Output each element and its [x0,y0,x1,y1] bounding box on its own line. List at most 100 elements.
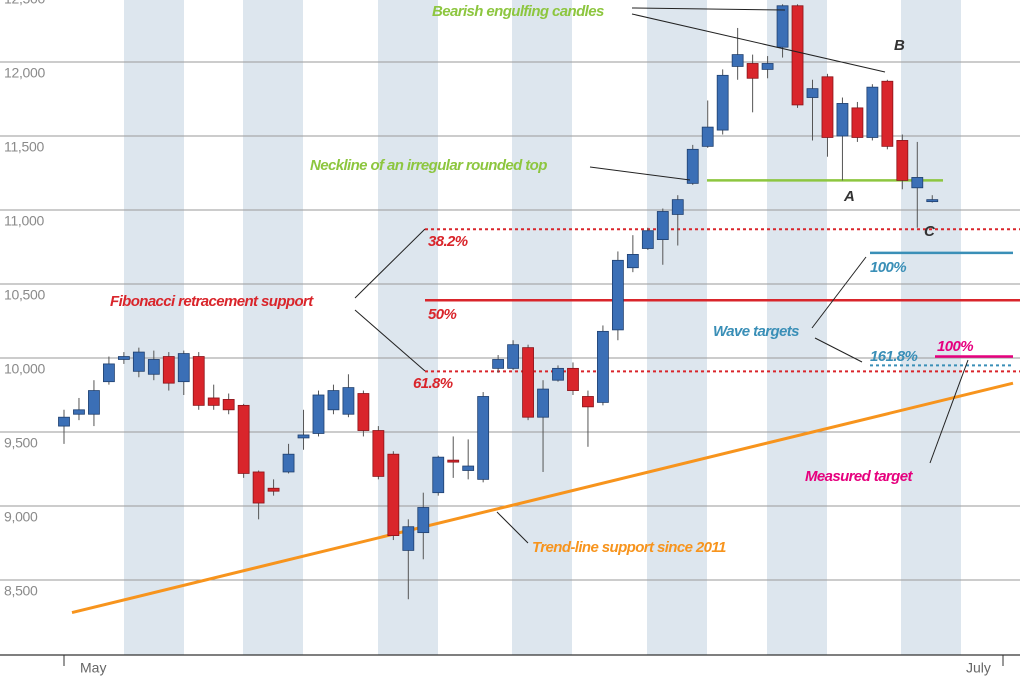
trend-line-label: Trend-line support since 2011 [532,539,726,556]
callout [814,337,863,363]
candle-body [447,459,460,463]
level-label: Neckline of an irregular rounded top [310,157,547,174]
candle-body [252,471,265,504]
candle-body [881,80,894,147]
candle-body [432,456,445,494]
annotation: C [924,223,936,240]
candle-body [492,359,505,369]
candle-body [117,356,130,360]
stripe [767,0,827,655]
y-tick-label: 11,500 [4,139,44,155]
candle-body [896,140,909,181]
candle-body [342,387,355,415]
y-tick-label: 11,000 [4,213,44,229]
y-tick-label: 9,500 [4,435,38,451]
grid [0,61,1020,581]
candle-body [73,409,85,415]
annotation: Fibonacci retracement support [110,293,314,310]
candle-body [297,434,310,439]
callout [631,13,886,73]
level-label: 161.8% [870,348,918,365]
y-tick-label: 9,000 [4,509,38,525]
candle-body [507,344,520,369]
candle-body [327,390,340,411]
level-label: 50% [428,306,456,323]
level-label: 100% [937,338,973,355]
candle-body [537,388,549,418]
candle-body [626,253,639,269]
candle-body [761,63,774,70]
level-label: 38.2% [428,233,468,250]
x-label: May [80,660,106,676]
annotation: Measured target [805,468,913,485]
annotation: Wave targets [713,323,799,340]
x-label: July [966,660,991,676]
stripe [243,0,303,655]
candle-body [282,453,295,473]
candle-body [821,76,834,138]
candle-body [597,330,609,403]
candle-body [731,54,744,67]
week-stripes [124,0,961,655]
candle-body [776,5,789,48]
callout [811,256,867,329]
candle-body [192,356,205,406]
candle-body [806,88,819,98]
candle-body [162,356,175,384]
candle-body [926,199,939,203]
overlay [71,179,1020,615]
annotation: Bearish engulfing candles [432,3,604,20]
y-tick-label: 12,000 [4,65,46,81]
candle-body [402,526,415,551]
candle-body [88,390,100,415]
candle-body [671,199,684,215]
stripe [647,0,707,655]
candle-body [222,399,235,411]
candles [58,4,939,600]
level-label: 100% [870,259,906,276]
candle-body [611,259,624,331]
candle-body [477,396,490,480]
trend-line [71,381,1014,615]
stripe [512,0,572,655]
candle-body [132,351,145,372]
candle-body [522,347,534,418]
candle-body [746,63,759,79]
stripe [124,0,184,655]
labels: 8,500 9,000 9,500 10,000 10,500 11,000 11,500 1… [4,0,974,599]
candle-body [686,148,699,184]
candle-body [791,5,804,106]
callout [496,511,529,544]
candle-body [312,394,325,434]
y-tick-label: 10,500 [4,287,46,303]
candle-body [582,396,594,408]
callout [354,309,426,372]
callout [631,7,786,11]
candle-body [836,103,849,137]
candle-body [641,230,654,249]
candle-body [267,487,280,492]
candle-body [656,211,669,240]
candle-body [207,397,220,406]
candle-body [851,107,864,138]
level-label: 61.8% [413,375,453,392]
candle-body [357,393,370,431]
y-tick-label: 12,500 [4,0,46,7]
annotation: A [843,188,854,205]
y-tick-label: 10,000 [4,361,46,377]
candle-body [911,177,924,189]
candle-body [237,404,250,474]
y-tick-label: 8,500 [4,583,38,599]
candle-body [552,367,564,381]
candle-body [58,416,70,427]
candle-body [417,507,430,534]
callout [354,228,426,299]
callout [929,359,969,464]
stripe [901,0,961,655]
candle-body [716,74,729,131]
candle-body [177,353,190,383]
candle-body [701,126,714,147]
candle-body [147,359,160,375]
